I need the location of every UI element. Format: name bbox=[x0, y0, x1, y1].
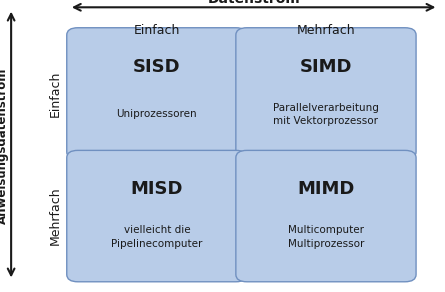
Text: Multicomputer
Multiprozessor: Multicomputer Multiprozessor bbox=[288, 225, 364, 249]
FancyBboxPatch shape bbox=[236, 150, 416, 282]
FancyBboxPatch shape bbox=[236, 28, 416, 159]
Text: Mehrfach: Mehrfach bbox=[297, 24, 355, 37]
Text: MIMD: MIMD bbox=[297, 180, 355, 198]
Text: Anweisungsdatenstrom: Anweisungsdatenstrom bbox=[0, 68, 9, 224]
Text: Datenstrom: Datenstrom bbox=[207, 0, 300, 6]
Text: SISD: SISD bbox=[133, 58, 181, 76]
Text: Uniprozessoren: Uniprozessoren bbox=[117, 110, 197, 119]
Text: Mehrfach: Mehrfach bbox=[49, 187, 62, 245]
Text: MISD: MISD bbox=[131, 180, 183, 198]
FancyBboxPatch shape bbox=[67, 28, 247, 159]
Text: SIMD: SIMD bbox=[300, 58, 352, 76]
FancyBboxPatch shape bbox=[67, 150, 247, 282]
Text: Parallelverarbeitung
mit Vektorprozessor: Parallelverarbeitung mit Vektorprozessor bbox=[273, 103, 379, 126]
Text: Einfach: Einfach bbox=[49, 70, 62, 117]
Text: vielleicht die
Pipelinecomputer: vielleicht die Pipelinecomputer bbox=[111, 225, 202, 249]
Text: Einfach: Einfach bbox=[134, 24, 180, 37]
